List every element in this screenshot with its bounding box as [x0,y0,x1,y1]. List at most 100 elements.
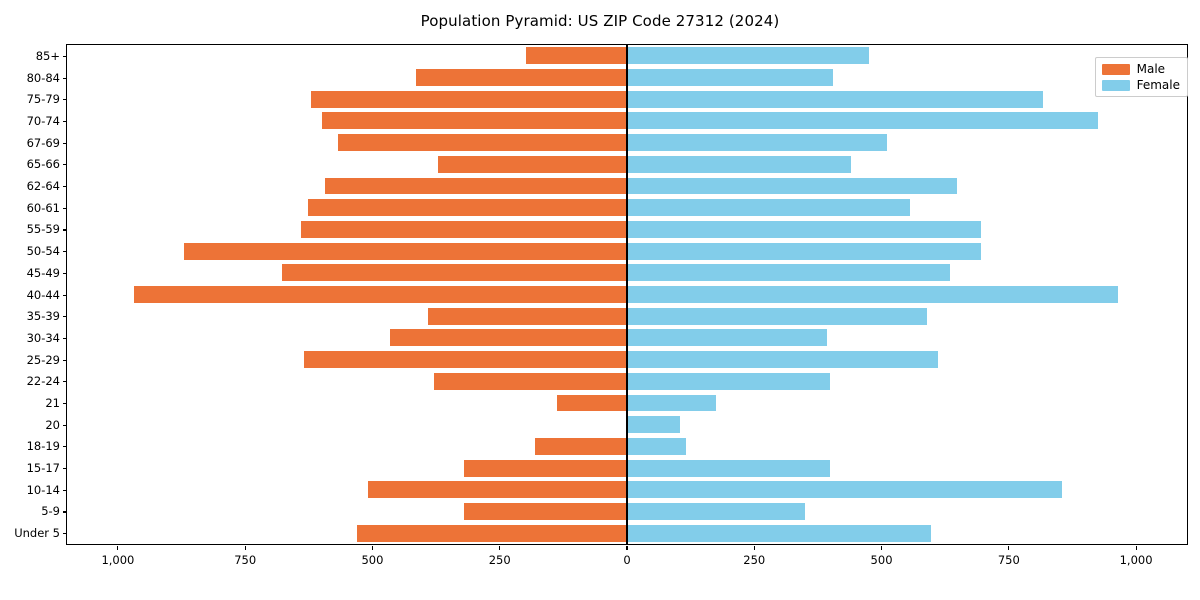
bar-female[interactable] [627,524,931,542]
bar-female[interactable] [627,459,830,477]
y-tick-mark [63,294,67,296]
y-tick-label-67-69: 67-69 [26,135,60,150]
pyramid-row [67,524,1187,542]
pyramid-row [67,134,1187,152]
y-tick-label-40-44: 40-44 [26,287,60,302]
bar-female[interactable] [627,372,830,390]
pyramid-row [67,502,1187,520]
y-tick-label-15-17: 15-17 [26,461,60,476]
pyramid-row [67,264,1187,282]
pyramid-row [67,242,1187,260]
y-tick-label-under-5: Under 5 [14,526,60,541]
bar-female[interactable] [627,220,981,238]
x-tick-mark [753,546,755,550]
y-tick-label-75-79: 75-79 [26,92,60,107]
y-tick-mark [63,164,67,166]
bar-male[interactable] [525,47,627,65]
bar-female[interactable] [627,177,957,195]
legend-item-male[interactable]: Male [1101,63,1180,75]
pyramid-row [67,437,1187,455]
bar-female[interactable] [627,394,717,412]
chart-legend: Male Female [1094,57,1188,97]
y-tick-label-21: 21 [45,395,60,410]
y-tick-label-5-9: 5-9 [41,504,60,519]
y-tick-label-45-49: 45-49 [26,265,60,280]
bar-female[interactable] [627,69,834,86]
y-tick-label-70-74: 70-74 [26,113,60,128]
bar-female[interactable] [627,351,938,369]
y-tick-mark [63,251,67,253]
bar-female[interactable] [627,264,951,282]
plot-inner [67,45,1187,544]
pyramid-row [67,307,1187,325]
chart-title: Population Pyramid: US ZIP Code 27312 (2… [420,12,780,30]
bar-female[interactable] [627,90,1044,108]
bar-female[interactable] [627,286,1119,303]
bar-male[interactable] [464,459,627,477]
bar-male[interactable] [464,502,627,520]
bar-male[interactable] [301,220,627,238]
plot-area: 1,000 750 500 250 0 250 500 750 1,000 [63,44,1188,567]
bar-female[interactable] [627,307,928,325]
x-tick-label: 750 [234,553,257,567]
pyramid-row [67,155,1187,173]
bar-male[interactable] [303,351,627,369]
bar-female[interactable] [627,481,1063,499]
bar-male[interactable] [321,112,627,130]
x-tick-label: 750 [997,553,1020,567]
bar-male[interactable] [415,69,627,86]
y-tick-mark [63,511,67,513]
pyramid-row [67,90,1187,108]
bar-male[interactable] [535,437,627,455]
y-tick-mark [63,337,67,339]
bar-female[interactable] [627,242,981,260]
y-tick-label-50-54: 50-54 [26,244,60,259]
bar-male[interactable] [134,286,627,303]
bar-female[interactable] [627,502,806,520]
bar-female[interactable] [627,329,828,347]
bar-male[interactable] [556,394,627,412]
bar-female[interactable] [627,155,851,173]
bar-male[interactable] [357,524,627,542]
y-tick-mark [63,272,67,274]
x-tick-label: 250 [488,553,511,567]
bar-female[interactable] [627,199,910,217]
y-tick-mark [63,142,67,144]
y-tick-label-80-84: 80-84 [26,70,60,85]
bar-female[interactable] [627,47,869,65]
bar-female[interactable] [627,112,1099,130]
y-tick-mark [63,402,67,405]
bar-male[interactable] [433,372,627,390]
y-tick-label-10-14: 10-14 [26,482,60,497]
bar-male[interactable] [368,481,627,499]
pyramid-row [67,372,1187,390]
y-tick-mark [63,207,67,209]
bar-male[interactable] [307,199,627,217]
bar-male[interactable] [311,90,627,108]
legend-swatch-female [1101,79,1130,91]
bar-male[interactable] [337,134,627,152]
bar-male[interactable] [438,155,627,173]
bar-male[interactable] [184,242,627,260]
pyramid-row [67,177,1187,195]
bar-male[interactable] [325,177,627,195]
x-tick-mark [1135,546,1137,550]
zero-axis-line [626,45,628,544]
bar-female[interactable] [627,437,686,455]
y-tick-mark [63,186,67,188]
x-tick-label: 250 [743,553,766,567]
y-tick-label-35-39: 35-39 [26,309,60,324]
bar-male[interactable] [428,307,627,325]
x-tick-mark [1008,546,1010,550]
y-tick-mark [63,424,67,426]
bar-female[interactable] [627,416,681,434]
pyramid-row [67,199,1187,217]
bar-male[interactable] [281,264,627,282]
bar-male[interactable] [390,329,627,347]
x-tick-mark [626,546,628,550]
legend-item-female[interactable]: Female [1101,79,1180,91]
y-tick-mark [63,489,67,491]
y-tick-mark [63,381,67,383]
bar-female[interactable] [627,134,887,152]
